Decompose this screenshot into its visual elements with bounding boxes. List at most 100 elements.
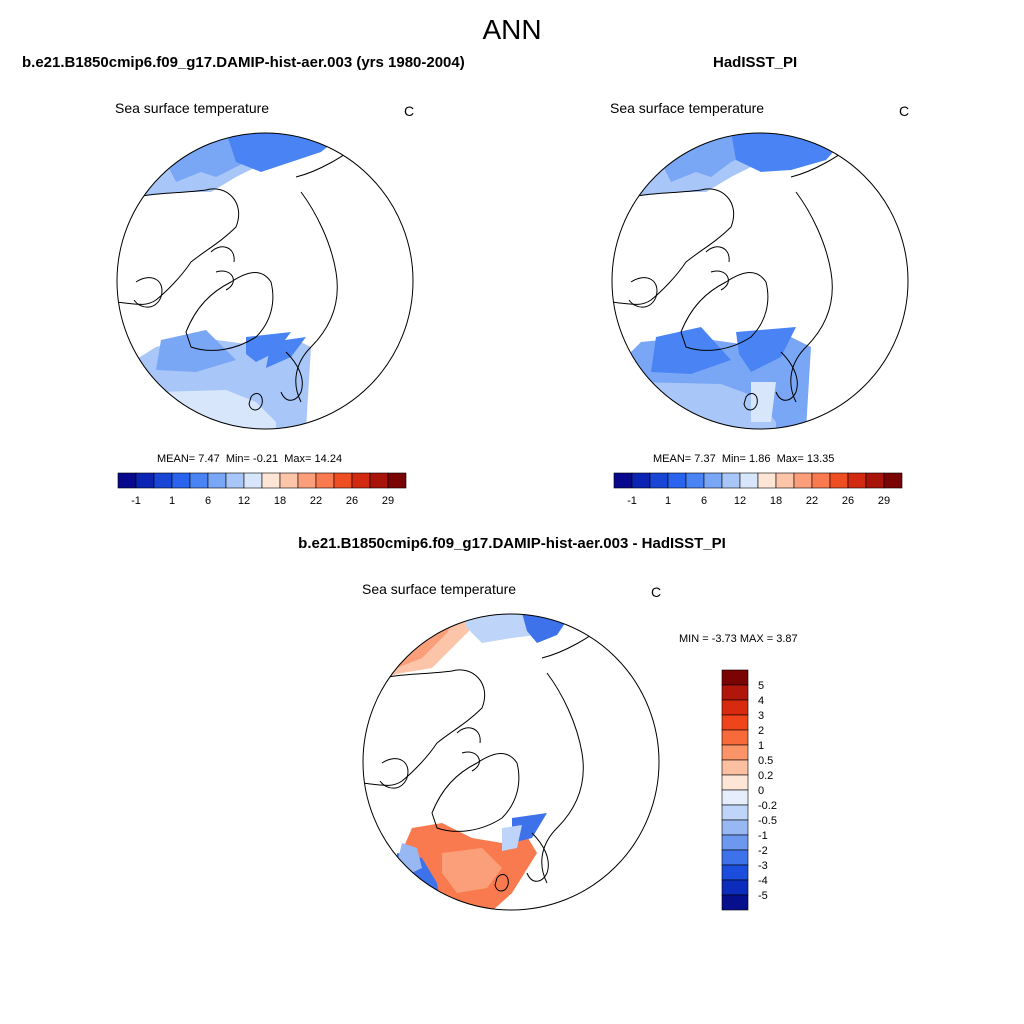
scandinavia-coast-shading (751, 382, 776, 422)
polar-map-obs (611, 132, 909, 430)
panel-title-obs: HadISST_PI (713, 54, 798, 71)
coastline-north-america (117, 188, 240, 305)
units-label-obs: C (899, 103, 910, 119)
colorbar-swatch (189, 472, 209, 489)
colorbar-swatch (775, 472, 795, 489)
colorbar-swatch (847, 472, 867, 489)
colorbar-swatch (387, 472, 407, 489)
colorbar-model: -1 1 6 12 18 22 26 29 (117, 472, 407, 507)
coastline-canadian-archipelago (456, 727, 481, 772)
colorbar-swatch (721, 744, 749, 761)
variable-label-diff: Sea surface temperature (362, 581, 517, 597)
units-label-diff: C (651, 584, 662, 600)
colorbar-swatch (225, 472, 245, 489)
polar-map-difference (362, 613, 660, 911)
coastline-british-isles (494, 874, 509, 892)
colorbar-swatch (721, 669, 749, 686)
colorbar-label: 29 (382, 495, 394, 507)
variable-label-model: Sea surface temperature (115, 100, 270, 116)
colorbar-swatch (207, 472, 227, 489)
stats-model: MEAN= 7.47 Min= -0.21 Max= 14.24 (157, 453, 343, 465)
colorbar-label: -0.2 (758, 800, 777, 812)
colorbar-swatch (883, 472, 903, 489)
colorbar-swatch (721, 699, 749, 716)
colorbar-swatch (685, 472, 705, 489)
bering-cold-anomaly-strong (522, 614, 572, 643)
coastline-north-america (363, 669, 486, 786)
colorbar-swatch (243, 472, 263, 489)
colorbar-swatch (793, 472, 813, 489)
stats-difference: MIN = -3.73 MAX = 3.87 (679, 633, 798, 645)
colorbar-swatch (351, 472, 371, 489)
colorbar-swatch (757, 472, 777, 489)
stats-obs: MEAN= 7.37 Min= 1.86 Max= 13.35 (653, 453, 835, 465)
labrador-sea-shading (156, 330, 236, 372)
coastline-scandinavia (280, 351, 303, 401)
colorbar-label: 4 (758, 695, 764, 707)
colorbar-swatch (333, 472, 353, 489)
colorbar-swatch (279, 472, 299, 489)
colorbar-swatch (739, 472, 759, 489)
colorbar-swatch (721, 894, 749, 911)
colorbar-label: 26 (346, 495, 358, 507)
colorbar-label: -1 (627, 495, 637, 507)
coastline-hudson-bay (379, 758, 409, 789)
colorbar-label: -1 (131, 495, 141, 507)
colorbar-swatch (649, 472, 669, 489)
norwegian-sea-shading (246, 332, 291, 362)
variable-label-obs: Sea surface temperature (610, 100, 765, 116)
map-boundary (611, 132, 909, 430)
coastline-scandinavia (526, 832, 549, 882)
colorbar-swatch (631, 472, 651, 489)
colorbar-label: 6 (701, 495, 707, 507)
colorbar-swatch (721, 834, 749, 851)
colorbar-swatch (721, 714, 749, 731)
colorbar-swatch (721, 789, 749, 806)
colorbar-label: 12 (238, 495, 250, 507)
coastline-hudson-bay (133, 277, 163, 308)
colorbar-label: 18 (770, 495, 782, 507)
colorbar-label: 0 (758, 785, 764, 797)
colorbar-swatch (721, 774, 749, 791)
colorbar-swatch (721, 819, 749, 836)
colorbar-label: -2 (758, 845, 768, 857)
coastline-canadian-archipelago (210, 246, 235, 291)
colorbar-swatch (721, 729, 749, 746)
main-title: ANN (482, 14, 542, 45)
colorbar-swatch (721, 804, 749, 821)
colorbar-label: 18 (274, 495, 286, 507)
colorbar-swatch (721, 472, 741, 489)
coastline-eurasia (541, 617, 613, 884)
colorbar-label: 0.2 (758, 770, 773, 782)
colorbar-swatch (117, 472, 137, 489)
colorbar-swatch (811, 472, 831, 489)
colorbar-label: 1 (169, 495, 175, 507)
coastline-north-america (612, 188, 735, 305)
coastline-greenland (185, 272, 274, 351)
colorbar-label: 0.5 (758, 755, 773, 767)
colorbar-swatch (829, 472, 849, 489)
colorbar-label: 12 (734, 495, 746, 507)
coastline-greenland (431, 753, 520, 832)
colorbar-swatch (865, 472, 885, 489)
colorbar-label: -4 (758, 875, 768, 887)
colorbar-label: 6 (205, 495, 211, 507)
colorbar-swatch (721, 849, 749, 866)
colorbar-swatch (369, 472, 389, 489)
colorbar-label: 29 (878, 495, 890, 507)
colorbar-label: -0.5 (758, 815, 777, 827)
colorbar-label: -3 (758, 860, 768, 872)
norwegian-sea-shading (736, 327, 796, 372)
map-boundary (116, 132, 414, 430)
map-boundary (362, 613, 660, 911)
colorbar-label: -1 (758, 830, 768, 842)
barents-cold-anomaly-light (502, 825, 522, 851)
colorbar-label: 1 (665, 495, 671, 507)
colorbar-label: 22 (310, 495, 322, 507)
colorbar-label: 2 (758, 725, 764, 737)
colorbar-swatch (721, 684, 749, 701)
colorbar-swatch (315, 472, 335, 489)
colorbar-swatch (153, 472, 173, 489)
coastline-greenland (680, 272, 769, 351)
atlantic-warm-anomaly-light (442, 848, 502, 893)
